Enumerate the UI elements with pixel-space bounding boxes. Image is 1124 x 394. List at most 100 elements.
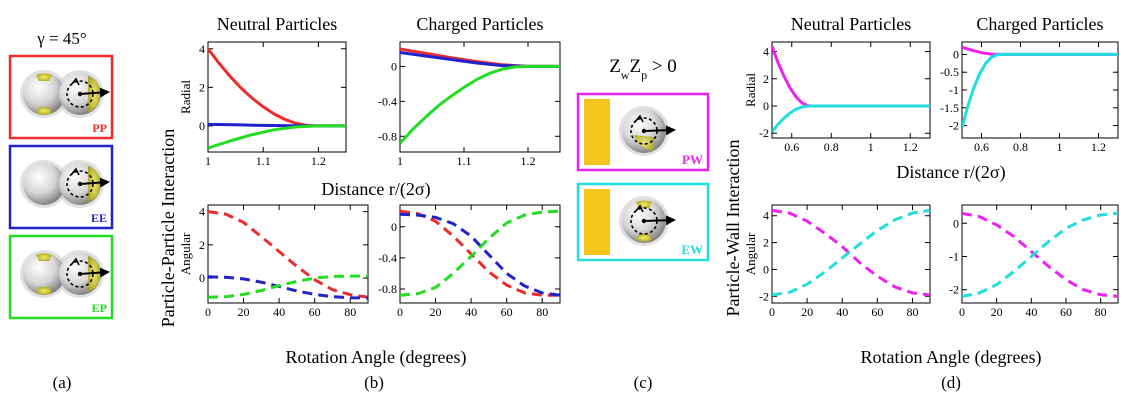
y-tick-label: -0.8	[378, 129, 397, 143]
orientation-arrow	[643, 215, 676, 226]
b-xlabel-angular: Rotation Angle (degrees)	[286, 347, 467, 368]
series-line-0	[772, 208, 930, 297]
left-particle	[23, 253, 65, 295]
x-tick-label: 60	[309, 305, 321, 319]
chart-title: Neutral Particles	[791, 14, 911, 34]
plot-frame	[399, 41, 561, 153]
y-tick-label: 2	[763, 236, 769, 250]
x-tick-label: 80	[906, 305, 918, 319]
pair-label: PP	[92, 121, 107, 135]
y-tick-label: 4	[763, 209, 769, 223]
wall-box-frame	[576, 182, 710, 262]
y-tick-label: -0.5	[940, 65, 959, 79]
orientation-arrow	[79, 267, 110, 278]
x-tick-label: 60	[871, 305, 883, 319]
series-line-1	[772, 104, 930, 133]
x-tick-label: 60	[501, 305, 513, 319]
x-tick-label: 1	[1057, 140, 1063, 154]
y-tick-label: -2	[759, 289, 769, 303]
chart-b-angular-neutral: 0 20 40 60 80 0 2 4 Angular	[178, 204, 369, 319]
left-cap-top	[36, 253, 52, 261]
y-tick-label: -0.8	[378, 282, 397, 296]
plot-frame	[961, 41, 1119, 139]
chart-b-radial-neutral: 1 1.1 1.2 0 2 4 Neutral Particles Radial	[178, 14, 347, 168]
chart-d-radial-neutral: 0.6 0.8 1 1.2 -2 0 2 4 Neutral Particles Radial	[743, 14, 931, 154]
orientation-arrow	[79, 177, 110, 188]
particle-pair-boxes: PP EE EP	[8, 54, 114, 320]
x-tick-label: 20	[430, 305, 442, 319]
y-tick-label: -1	[949, 83, 959, 97]
panel-label-c: (c)	[634, 373, 653, 392]
series-line-1	[962, 52, 1118, 128]
pair-box-frame	[8, 54, 114, 140]
pair-label: EE	[91, 211, 107, 225]
x-tick-label: 1	[205, 154, 211, 168]
pair-box-ee: EE	[8, 144, 114, 230]
x-tick-label: 80	[536, 305, 548, 319]
left-cap-bottom	[36, 287, 52, 295]
panel-label-d: (d)	[941, 373, 961, 392]
y-axis-label: Radial	[743, 73, 758, 107]
y-axis-label: Radial	[178, 80, 193, 114]
plot-frame	[771, 41, 931, 139]
left-cap-top	[36, 73, 52, 81]
x-tick-label: 1.2	[903, 140, 918, 154]
chart-title: Charged Particles	[976, 14, 1103, 34]
y-tick-label: -2	[759, 126, 769, 140]
b-ylabel-group: Particle-Particle Interaction	[158, 129, 178, 327]
x-tick-label: 0	[205, 305, 211, 319]
wall	[584, 99, 610, 165]
chart-title: Neutral Particles	[217, 14, 337, 34]
plot-frame	[771, 204, 931, 304]
x-tick-label: 40	[1025, 305, 1037, 319]
left-particle	[23, 73, 65, 115]
left-cap-bottom	[36, 107, 52, 115]
x-tick-label: 80	[344, 305, 356, 319]
y-tick-label: 0	[199, 271, 205, 285]
d-xlabel-angular: Rotation Angle (degrees)	[861, 347, 1042, 368]
rotation-arrow	[634, 204, 644, 213]
y-tick-label: 2	[199, 238, 205, 252]
series-line-2	[208, 124, 346, 150]
y-tick-label: 0	[391, 220, 397, 234]
series-line-2	[400, 209, 560, 297]
x-tick-label: 0.6	[974, 140, 989, 154]
y-tick-label: 0	[199, 119, 205, 133]
x-tick-label: 1.1	[457, 154, 472, 168]
series-line-1	[962, 211, 1118, 298]
series-line-1	[400, 212, 560, 297]
chart-b-radial-charged: 1 1.1 1.2 0 -0.4 -0.8 Charged Particles	[378, 14, 561, 168]
x-tick-label: 1.2	[521, 154, 536, 168]
x-tick-label: 0	[769, 305, 775, 319]
rotation-arrow	[634, 114, 644, 123]
y-tick-label: 0	[391, 59, 397, 73]
wall-box-frame	[576, 92, 710, 172]
x-tick-label: 40	[836, 305, 848, 319]
series-line-2	[208, 274, 368, 299]
y-axis-label: Angular	[178, 232, 193, 275]
particle-cap-bottom	[636, 234, 652, 242]
wall-box-ew: EW	[576, 182, 710, 262]
y-tick-label: -2	[949, 283, 959, 297]
panel-c: ZwZp > 0 PW EW	[576, 56, 710, 262]
wall	[584, 189, 610, 255]
pair-box-frame	[8, 144, 114, 230]
series-line-1	[208, 275, 368, 300]
y-tick-label: 0	[763, 99, 769, 113]
pair-box-frame	[8, 234, 114, 320]
x-tick-label: 1	[868, 140, 874, 154]
y-tick-label: -2	[949, 119, 959, 133]
y-tick-label: 4	[763, 45, 769, 59]
x-tick-label: 20	[991, 305, 1003, 319]
d-ylabel-group: Particle-Wall Interaction	[723, 140, 743, 317]
orientation-arrow	[79, 87, 110, 98]
gamma-label: γ = 45°	[36, 29, 86, 48]
plot-frame	[399, 204, 561, 304]
y-tick-label: -1	[949, 249, 959, 263]
b-xlabel-radial: Distance r/(2σ)	[321, 179, 430, 200]
series-line-0	[962, 211, 1118, 298]
x-tick-label: 0.6	[784, 140, 799, 154]
panel-label-b: (b)	[364, 373, 384, 392]
wall-label: PW	[682, 152, 703, 167]
x-tick-label: 20	[238, 305, 250, 319]
